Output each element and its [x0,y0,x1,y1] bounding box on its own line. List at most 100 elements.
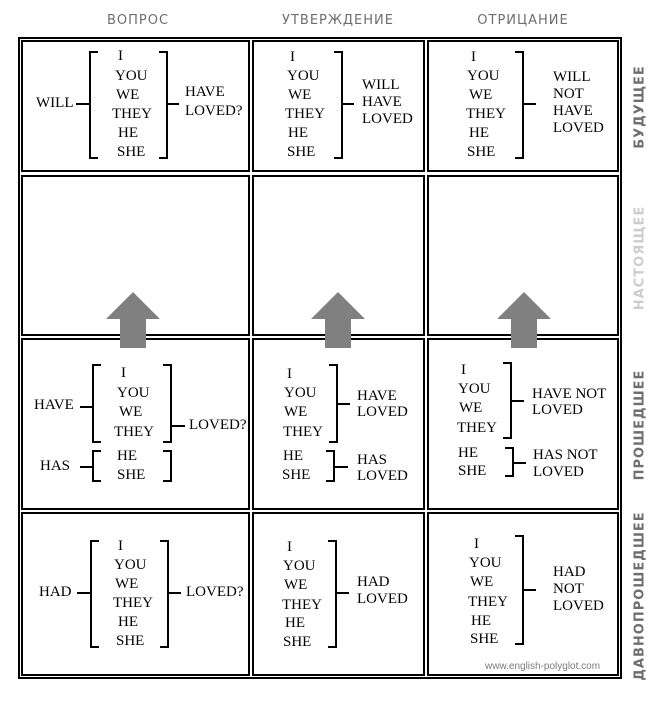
future-neg-1: WILL [553,69,591,85]
pronoun: SHE [283,634,312,650]
future-affirm-3: LOVED [362,111,413,127]
column-header-affirmative: УТВЕРЖДЕНИЕ [282,13,394,28]
column-header-question: ВОПРОС [106,13,170,28]
bracket-tick [80,466,93,468]
pronoun: THEY [113,595,153,611]
pronoun: HE [285,615,305,631]
pluperfect-question-verb: LOVED? [186,584,244,600]
pronoun: WE [459,400,483,416]
column-header-negative: ОТРИЦАНИЕ [477,13,569,28]
future-question-aux: WILL [36,95,74,111]
pluperfect-affirm-2: LOVED [357,591,408,607]
table-frame [18,37,622,679]
pronoun: THEY [466,106,506,122]
bracket-left [92,450,101,482]
past-neg-has-2: LOVED [533,464,584,480]
past-neg-have-1: HAVE NOT [532,386,607,402]
bracket-tick [168,592,181,594]
pronoun: HE [117,448,137,464]
pronoun: WE [284,577,308,593]
pronoun: WE [284,404,308,420]
pronoun: SHE [117,144,146,160]
pronoun: I [290,49,295,65]
pluperfect-neg-1: HAD [553,564,586,580]
pronoun: YOU [283,558,316,574]
pronoun: HE [288,125,308,141]
bracket-tick [167,103,179,105]
bracket-tick [171,425,185,427]
pronoun: WE [470,574,494,590]
row-label-present: НАСТОЯЩЕЕ [632,205,648,311]
pluperfect-affirm-1: HAD [357,574,390,590]
pronoun: THEY [114,424,154,440]
pronoun: I [118,538,123,554]
past-neg-has-1: HAS NOT [533,447,598,463]
future-neg-3: HAVE [553,103,593,119]
pronoun: I [118,48,123,64]
pronoun: THEY [282,597,322,613]
pronoun: WE [469,87,493,103]
pronoun: YOU [115,68,148,84]
cell-pluperfect-question [21,512,250,676]
pronoun: SHE [467,144,496,160]
pronoun: I [287,366,292,382]
pronoun: HE [458,445,478,461]
pronoun: I [287,539,292,555]
pronoun: I [461,362,466,378]
up-arrow-icon [106,292,160,348]
past-neg-have-2: LOVED [532,402,583,418]
bracket-right [163,450,172,482]
bracket-tick [513,462,526,464]
bracket-tick [334,466,348,468]
pronoun: I [474,536,479,552]
pronoun: HE [118,125,138,141]
up-arrow-icon [311,292,365,348]
pronoun: SHE [116,633,145,649]
pronoun: WE [288,87,312,103]
past-question-aux-has: HAS [40,458,71,474]
pronoun: HE [471,613,491,629]
pluperfect-neg-3: LOVED [553,598,604,614]
pronoun: SHE [470,631,499,647]
pronoun: THEY [457,420,497,436]
bracket-tick [523,103,536,105]
pronoun: WE [115,576,139,592]
pronoun: YOU [284,385,317,401]
pronoun: YOU [458,381,491,397]
pronoun: SHE [282,467,311,483]
pronoun: YOU [287,68,320,84]
pronoun: YOU [467,68,500,84]
pronoun: HE [283,448,303,464]
bracket-tick [342,103,354,105]
pronoun: YOU [469,555,502,571]
pronoun: SHE [458,463,487,479]
pronoun: I [121,365,126,381]
pronoun: THEY [283,424,323,440]
cell-future-affirmative [252,40,425,172]
row-label-future: БУДУЩЕЕ [632,65,648,149]
pluperfect-question-aux: HAD [39,584,72,600]
future-affirm-2: HAVE [362,94,402,110]
past-question-verb: LOVED? [189,417,247,433]
pronoun: I [471,49,476,65]
pronoun: SHE [117,467,146,483]
future-neg-2: NOT [553,86,584,102]
future-question-verb-2: LOVED? [185,103,243,119]
bracket-right [334,51,343,159]
past-affirm-have-2: LOVED [357,404,408,420]
bracket-tick [80,406,93,408]
past-affirm-has-1: HAS [357,452,388,468]
past-affirm-have-1: HAVE [357,388,397,404]
bracket-left [92,364,101,443]
pronoun: HE [469,125,489,141]
bracket-left [90,540,99,648]
bracket-left [89,51,98,159]
bracket-tick [511,400,524,402]
bracket-right [160,540,169,648]
pronoun: YOU [117,385,150,401]
pronoun: WE [119,404,143,420]
past-question-aux-have: HAVE [34,397,74,413]
bracket-right [328,540,337,648]
bracket-tick [337,403,350,405]
watermark-link[interactable]: www.english-polyglot.com [485,661,601,672]
